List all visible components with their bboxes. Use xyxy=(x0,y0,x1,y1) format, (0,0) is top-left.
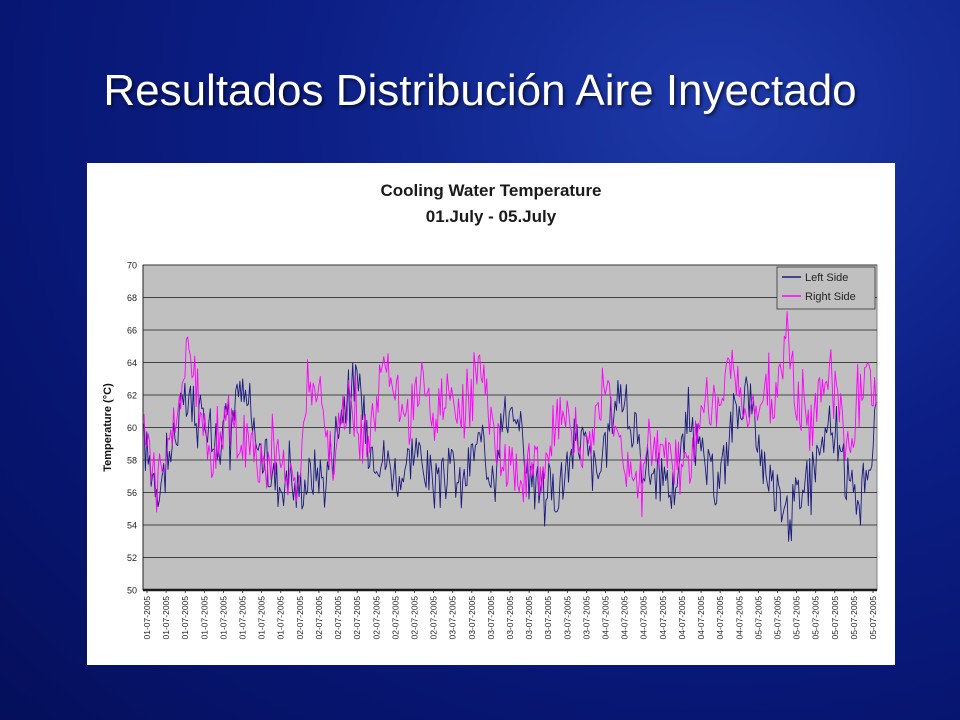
series-layer xyxy=(143,311,877,542)
x-tick-label: 03-07-2005 xyxy=(543,596,553,640)
y-tick-label: 52 xyxy=(127,553,137,563)
x-tick-label: 04-07-2005 xyxy=(677,596,687,640)
x-tick-label: 01-07-2005 xyxy=(238,596,248,640)
x-tick-label: 04-07-2005 xyxy=(658,596,668,640)
legend-label: Right Side xyxy=(805,291,856,303)
x-tick-label: 05-07-2005 xyxy=(753,596,763,640)
y-tick-label: 54 xyxy=(127,521,137,531)
x-tick-label: 03-07-2005 xyxy=(448,596,458,640)
x-tick-label: 04-07-2005 xyxy=(601,596,611,640)
x-tick-label: 04-07-2005 xyxy=(620,596,630,640)
y-tick-label: 60 xyxy=(127,423,137,433)
x-tick-label: 02-07-2005 xyxy=(390,596,400,640)
chart-subtitle: 01.July - 05.July xyxy=(425,207,557,226)
x-tick-label: 02-07-2005 xyxy=(295,596,305,640)
x-tick-label: 04-07-2005 xyxy=(696,596,706,640)
grid-layer xyxy=(142,264,878,592)
x-tick-label: 01-07-2005 xyxy=(257,596,267,640)
x-tick-label: 04-07-2005 xyxy=(715,596,725,640)
legend-label: Left Side xyxy=(805,272,848,284)
x-tick-label: 03-07-2005 xyxy=(524,596,534,640)
slide-title: Resultados Distribución Aire Inyectado xyxy=(103,66,857,115)
x-tick-label: 05-07-2005 xyxy=(849,596,859,640)
chart-frame: 50 52 54 56 58 60 62 64 66 68 70 Temperature (°C) 01… xyxy=(87,163,895,665)
y-tick-label: 68 xyxy=(127,293,137,303)
y-tick-label: 62 xyxy=(127,391,137,401)
x-tick-label: 04-07-2005 xyxy=(639,596,649,640)
y-tick-label: 50 xyxy=(127,586,137,596)
x-tick-label: 04-07-2005 xyxy=(734,596,744,640)
x-tick-label: 03-07-2005 xyxy=(581,596,591,640)
y-tick-label: 58 xyxy=(127,456,137,466)
x-tick-label: 02-07-2005 xyxy=(352,596,362,640)
y-tick-label: 66 xyxy=(127,326,137,336)
axis-layer: 50 52 54 56 58 60 62 64 66 68 70 Temperature (°C) 01… xyxy=(102,261,878,640)
x-tick-label: 03-07-2005 xyxy=(467,596,477,640)
x-tick-label: 02-07-2005 xyxy=(429,596,439,640)
y-axis-label: Temperature (°C) xyxy=(102,383,114,472)
x-tick-label: 01-07-2005 xyxy=(180,596,190,640)
x-tick-label: 05-07-2005 xyxy=(868,596,878,640)
legend-layer: Left Side Right Side xyxy=(776,266,876,310)
x-tick-label: 01-07-2005 xyxy=(199,596,209,640)
series-line-right-side xyxy=(143,311,877,518)
x-tick-label: 02-07-2005 xyxy=(409,596,419,640)
x-tick-label: 05-07-2005 xyxy=(792,596,802,640)
x-tick-label: 03-07-2005 xyxy=(486,596,496,640)
x-tick-label: 02-07-2005 xyxy=(333,596,343,640)
chart-title: Cooling Water Temperature xyxy=(380,181,602,200)
y-tick-label: 70 xyxy=(127,261,137,271)
x-tick-label: 01-07-2005 xyxy=(218,596,228,640)
x-tick-label: 01-07-2005 xyxy=(276,596,286,640)
x-tick-label: 01-07-2005 xyxy=(142,596,152,640)
y-tick-label: 64 xyxy=(127,358,137,368)
x-tick-label: 02-07-2005 xyxy=(371,596,381,640)
x-tick-label: 03-07-2005 xyxy=(562,596,572,640)
x-tick-label: 01-07-2005 xyxy=(161,596,171,640)
chart-svg: 50 52 54 56 58 60 62 64 66 68 70 Temperature (°C) 01… xyxy=(102,261,878,640)
x-tick-label: 03-07-2005 xyxy=(505,596,515,640)
legend-box xyxy=(776,266,876,310)
x-tick-label: 05-07-2005 xyxy=(772,596,782,640)
y-tick-label: 56 xyxy=(127,488,137,498)
x-tick-label: 02-07-2005 xyxy=(314,596,324,640)
x-tick-label: 05-07-2005 xyxy=(830,596,840,640)
x-tick-label: 05-07-2005 xyxy=(811,596,821,640)
